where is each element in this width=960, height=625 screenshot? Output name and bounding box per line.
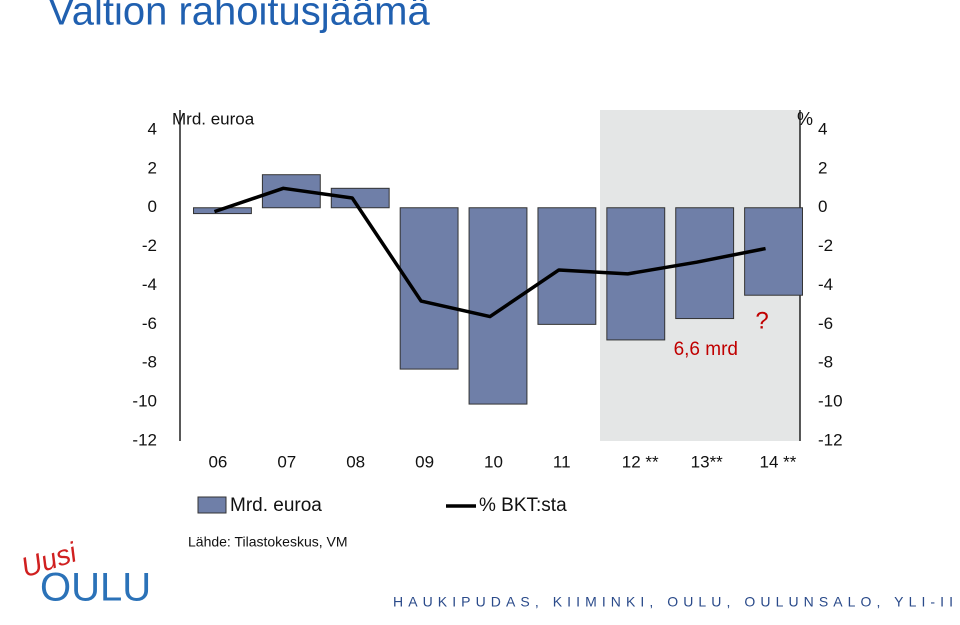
y2-tick-label: -6	[818, 314, 833, 333]
y-tick-label: 4	[148, 119, 157, 138]
y-tick-label: -2	[142, 236, 157, 255]
y2-tick-label: -10	[818, 392, 843, 411]
logo-name: OULU	[40, 566, 151, 610]
line	[213, 186, 766, 319]
y-tick-label: 0	[148, 197, 157, 216]
y-tick-label: -6	[142, 314, 157, 333]
x-tick-label: 14 **	[760, 452, 797, 471]
x-tick-label: 11	[553, 452, 571, 471]
x-tick-label: 08	[346, 452, 365, 471]
source: Lähde: Tilastokeskus, VM	[188, 534, 348, 550]
bar	[537, 207, 597, 325]
legend-label: % BKT:sta	[479, 495, 567, 516]
y-tick-label: -8	[142, 353, 157, 372]
legend-label: Mrd. euroa	[230, 495, 322, 516]
y2-tick-label: -2	[818, 236, 833, 255]
footer: HAUKIPUDAS, KIIMINKI, OULU, OULUNSALO, Y…	[393, 594, 953, 610]
annotation: 6,6 mrd	[674, 339, 738, 360]
y2-tick-label: -8	[818, 353, 833, 372]
x-tick-label: 09	[415, 452, 434, 471]
y2-tick-label: 0	[818, 197, 827, 216]
x-tick-label: 07	[277, 452, 296, 471]
y-tick-label: 2	[148, 158, 157, 177]
bar	[468, 207, 528, 405]
bar	[399, 207, 459, 370]
x-tick-label: 10	[484, 452, 503, 471]
y-tick-label: -4	[142, 275, 157, 294]
y2-tick-label: -12	[818, 430, 843, 449]
annotation: ?	[755, 307, 768, 334]
x-tick-label: 06	[208, 452, 227, 471]
y2-tick-label: 2	[818, 158, 827, 177]
y2-tick-label: -4	[818, 275, 833, 294]
y-tick-label: -10	[132, 392, 157, 411]
legend-swatch	[197, 496, 227, 514]
x-tick-label: 12 **	[622, 452, 659, 471]
slide-title: Valtion rahoitusjäämä	[48, 0, 430, 34]
y2-tick-label: 4	[818, 119, 827, 138]
y-tick-label: -12	[132, 430, 157, 449]
x-tick-label: 13**	[691, 452, 724, 471]
y-axis-label: Mrd. euroa	[172, 109, 255, 128]
y2-axis-label: %	[797, 109, 813, 129]
